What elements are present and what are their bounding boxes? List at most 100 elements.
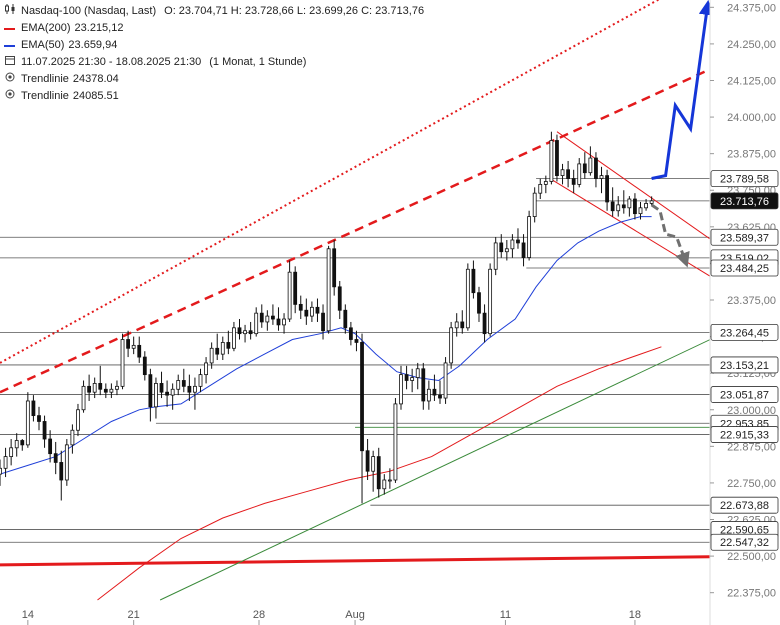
candle-body-down — [31, 400, 36, 417]
candle — [477, 286, 481, 322]
candle — [532, 187, 537, 223]
candle-body-up — [649, 200, 654, 204]
candle-body-down — [215, 347, 220, 355]
candle-body-down — [438, 394, 442, 399]
candle-body-up — [131, 344, 136, 349]
price-label-text: 23.713,76 — [720, 196, 769, 208]
ema50-label: EMA(50) — [21, 39, 65, 51]
candle — [298, 295, 303, 320]
price-label: 23.153,21 — [710, 356, 779, 374]
candle — [159, 371, 164, 399]
candle — [504, 240, 509, 261]
price-label: 23.264,45 — [710, 323, 779, 341]
candle-body-up — [120, 339, 125, 387]
candle-body-down — [159, 383, 164, 393]
candle-body-up — [198, 374, 203, 387]
candle — [493, 237, 498, 276]
candle — [382, 474, 387, 495]
candle-body-up — [170, 388, 175, 396]
scenario-arrows — [650, 0, 714, 268]
candle — [549, 131, 554, 185]
price-label-box — [710, 323, 779, 341]
candle — [438, 380, 442, 404]
date-range: 11.07.2025 21:30 - 18.08.2025 21:30 — [21, 56, 202, 68]
trend1-label: Trendlinie — [21, 73, 69, 85]
price-label-box — [710, 192, 779, 210]
candle-body-down — [142, 356, 147, 376]
candle-body-down — [321, 312, 325, 332]
candle — [181, 368, 186, 393]
candle — [243, 324, 247, 343]
candle-body-up — [0, 467, 2, 475]
candle-body-up — [371, 456, 376, 472]
trend1-value: 24378.04 — [72, 73, 119, 85]
candle — [599, 166, 604, 194]
candle-body-up — [577, 163, 582, 185]
legend-ema200-row: EMA(200) 23.215,12 — [4, 20, 424, 37]
candle-body-up — [410, 377, 415, 381]
candle — [209, 342, 214, 369]
candle — [426, 380, 431, 410]
candlesticks — [0, 131, 654, 504]
candle-body-down — [605, 175, 609, 203]
candle — [176, 374, 181, 396]
candle — [410, 368, 415, 393]
candle — [37, 406, 41, 431]
candle — [14, 433, 19, 457]
legend-range-row: 11.07.2025 21:30 - 18.08.2025 21:30 (1 M… — [4, 54, 424, 71]
candle-body-down — [360, 342, 364, 452]
price-label: 22.673,88 — [710, 496, 779, 514]
legend-trend1-row: Trendlinie 24378.04 — [4, 71, 424, 88]
ema50-swatch — [4, 44, 15, 47]
candle-body-up — [426, 388, 431, 402]
candle — [31, 395, 36, 422]
candle-body-down — [148, 374, 153, 408]
candle — [616, 196, 621, 217]
candle — [103, 383, 108, 399]
candle — [538, 178, 543, 200]
ema200-swatch — [4, 27, 15, 30]
candle — [304, 298, 309, 325]
candle-body-down — [555, 140, 559, 177]
candle — [120, 333, 125, 390]
candle-body-up — [560, 169, 565, 177]
candle-body-down — [187, 385, 192, 393]
candle — [226, 330, 231, 355]
candle — [98, 365, 103, 396]
candle — [326, 245, 331, 334]
candle — [443, 357, 448, 404]
candle — [165, 380, 169, 407]
candle-body-down — [571, 178, 576, 185]
price-label-text: 23.264,45 — [720, 327, 769, 339]
candle-body-up — [265, 315, 270, 323]
bullish-scenario-arrow — [651, 0, 714, 180]
candle — [215, 333, 220, 360]
price-label: 23.484,25 — [710, 259, 779, 277]
candle-body-down — [332, 248, 337, 288]
candle — [232, 321, 236, 352]
price-label-box — [710, 356, 779, 374]
candle-body-down — [566, 169, 570, 179]
candle-body-down — [482, 312, 487, 335]
candle — [193, 377, 197, 410]
trendline-3 — [159, 312, 767, 601]
price-label-text: 23.789,58 — [720, 174, 769, 186]
candle — [510, 234, 515, 258]
candle-body-up — [527, 216, 532, 258]
candle — [644, 199, 648, 211]
candle-body-down — [248, 330, 253, 335]
candle — [81, 380, 86, 413]
candle-body-up — [504, 248, 509, 253]
price-label-text: 22.547,32 — [720, 537, 769, 549]
candle-body-up — [443, 362, 448, 399]
candle — [365, 439, 370, 480]
candle-body-up — [488, 268, 493, 335]
candle-body-up — [193, 385, 197, 393]
candle — [131, 336, 136, 355]
chart-legend: Nasdaq-100 (Nasdaq, Last) O: 23.704,71 H… — [4, 3, 424, 105]
candle-body-up — [599, 175, 604, 179]
ema50-value: 23.659,94 — [68, 39, 118, 51]
candle-body-down — [181, 380, 186, 387]
price-label-text: 23.051,87 — [720, 390, 769, 402]
